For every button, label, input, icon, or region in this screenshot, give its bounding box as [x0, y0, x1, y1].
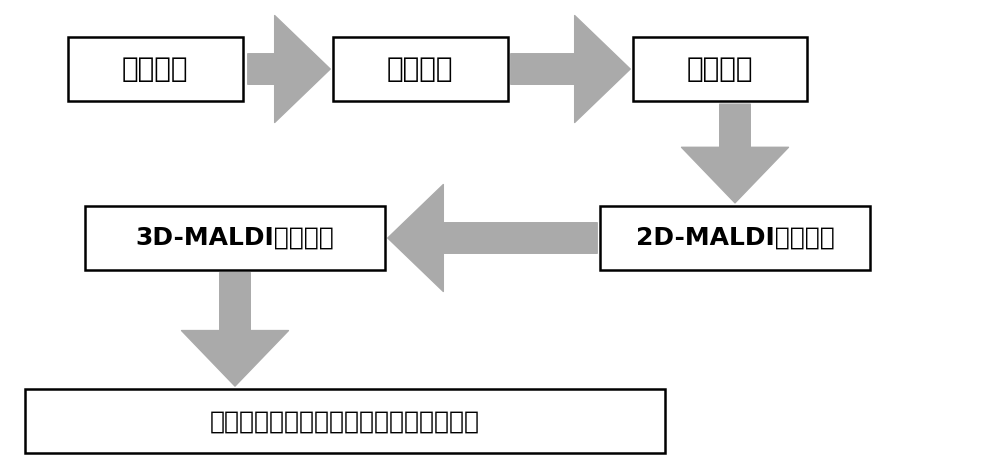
Text: 基质沉积: 基质沉积: [687, 55, 753, 83]
Text: 2D-MALDI数据采集: 2D-MALDI数据采集: [636, 226, 834, 250]
Text: 组织包埋: 组织包埋: [122, 55, 188, 83]
FancyBboxPatch shape: [600, 206, 870, 270]
FancyBboxPatch shape: [85, 206, 385, 270]
FancyBboxPatch shape: [68, 37, 242, 101]
FancyBboxPatch shape: [633, 37, 807, 101]
FancyBboxPatch shape: [25, 389, 665, 453]
FancyBboxPatch shape: [332, 37, 508, 101]
Text: 搜索脂质组学质谱数据库确定特异性脂质: 搜索脂质组学质谱数据库确定特异性脂质: [210, 409, 480, 433]
Text: 3D-MALDI图样重建: 3D-MALDI图样重建: [136, 226, 334, 250]
Text: 冰冻切片: 冰冻切片: [387, 55, 453, 83]
